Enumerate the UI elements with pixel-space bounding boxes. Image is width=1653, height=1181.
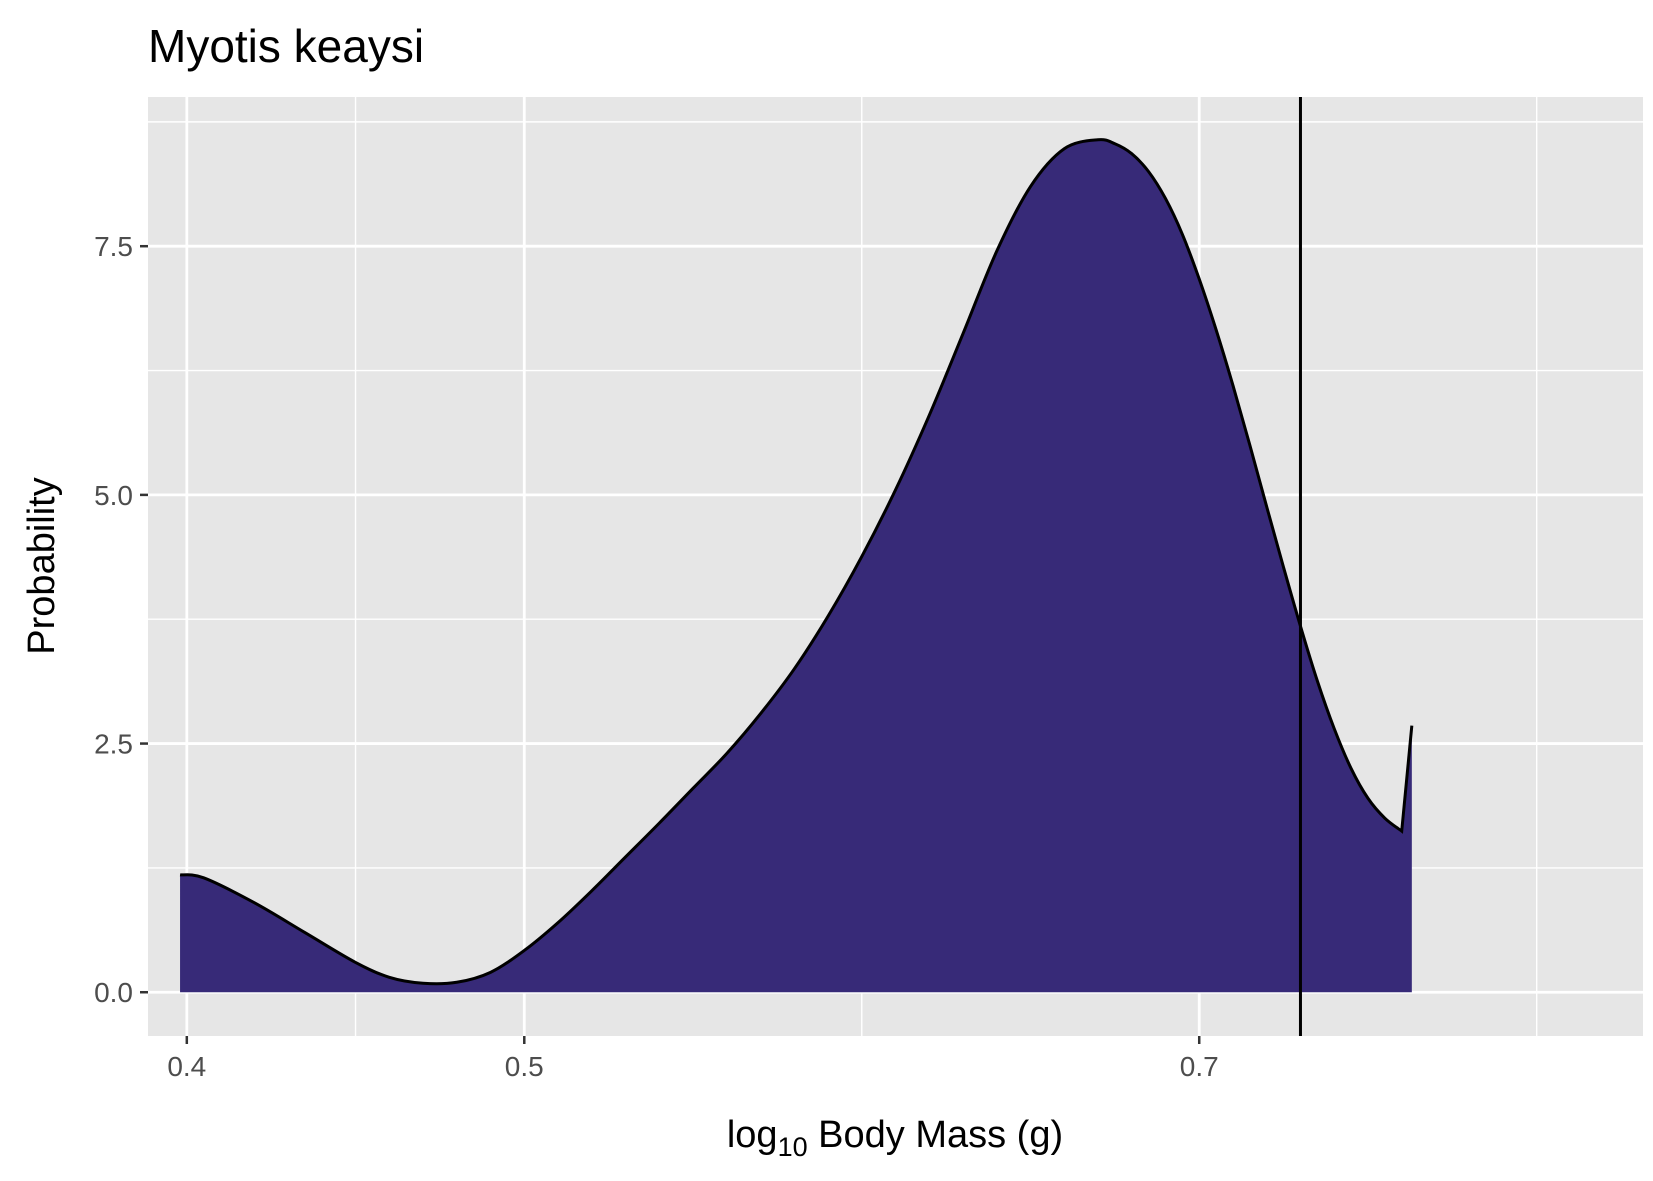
x-tick-label: 0.5	[505, 1051, 544, 1082]
x-axis-title-prefix: log	[727, 1114, 778, 1156]
density-area	[180, 139, 1412, 993]
x-tick-label: 0.7	[1180, 1051, 1219, 1082]
y-tick-label: 2.5	[94, 729, 133, 760]
chart-title: Myotis keaysi	[148, 20, 424, 72]
x-axis-title: log10 Body Mass (g)	[727, 1114, 1063, 1162]
y-axis-title: Probability	[21, 477, 63, 654]
density-curve	[179, 138, 1414, 986]
y-tick-label: 5.0	[94, 480, 133, 511]
x-axis-title-suffix: Body Mass (g)	[808, 1114, 1064, 1156]
x-axis-title-subscript: 10	[778, 1132, 808, 1162]
y-axis: 0.0 2.5 5.0 7.5	[94, 231, 148, 1008]
y-tick-label: 0.0	[94, 977, 133, 1008]
x-tick-label: 0.4	[167, 1051, 206, 1082]
y-tick-label: 7.5	[94, 231, 133, 262]
x-axis: 0.4 0.5 0.7	[167, 1036, 1219, 1082]
